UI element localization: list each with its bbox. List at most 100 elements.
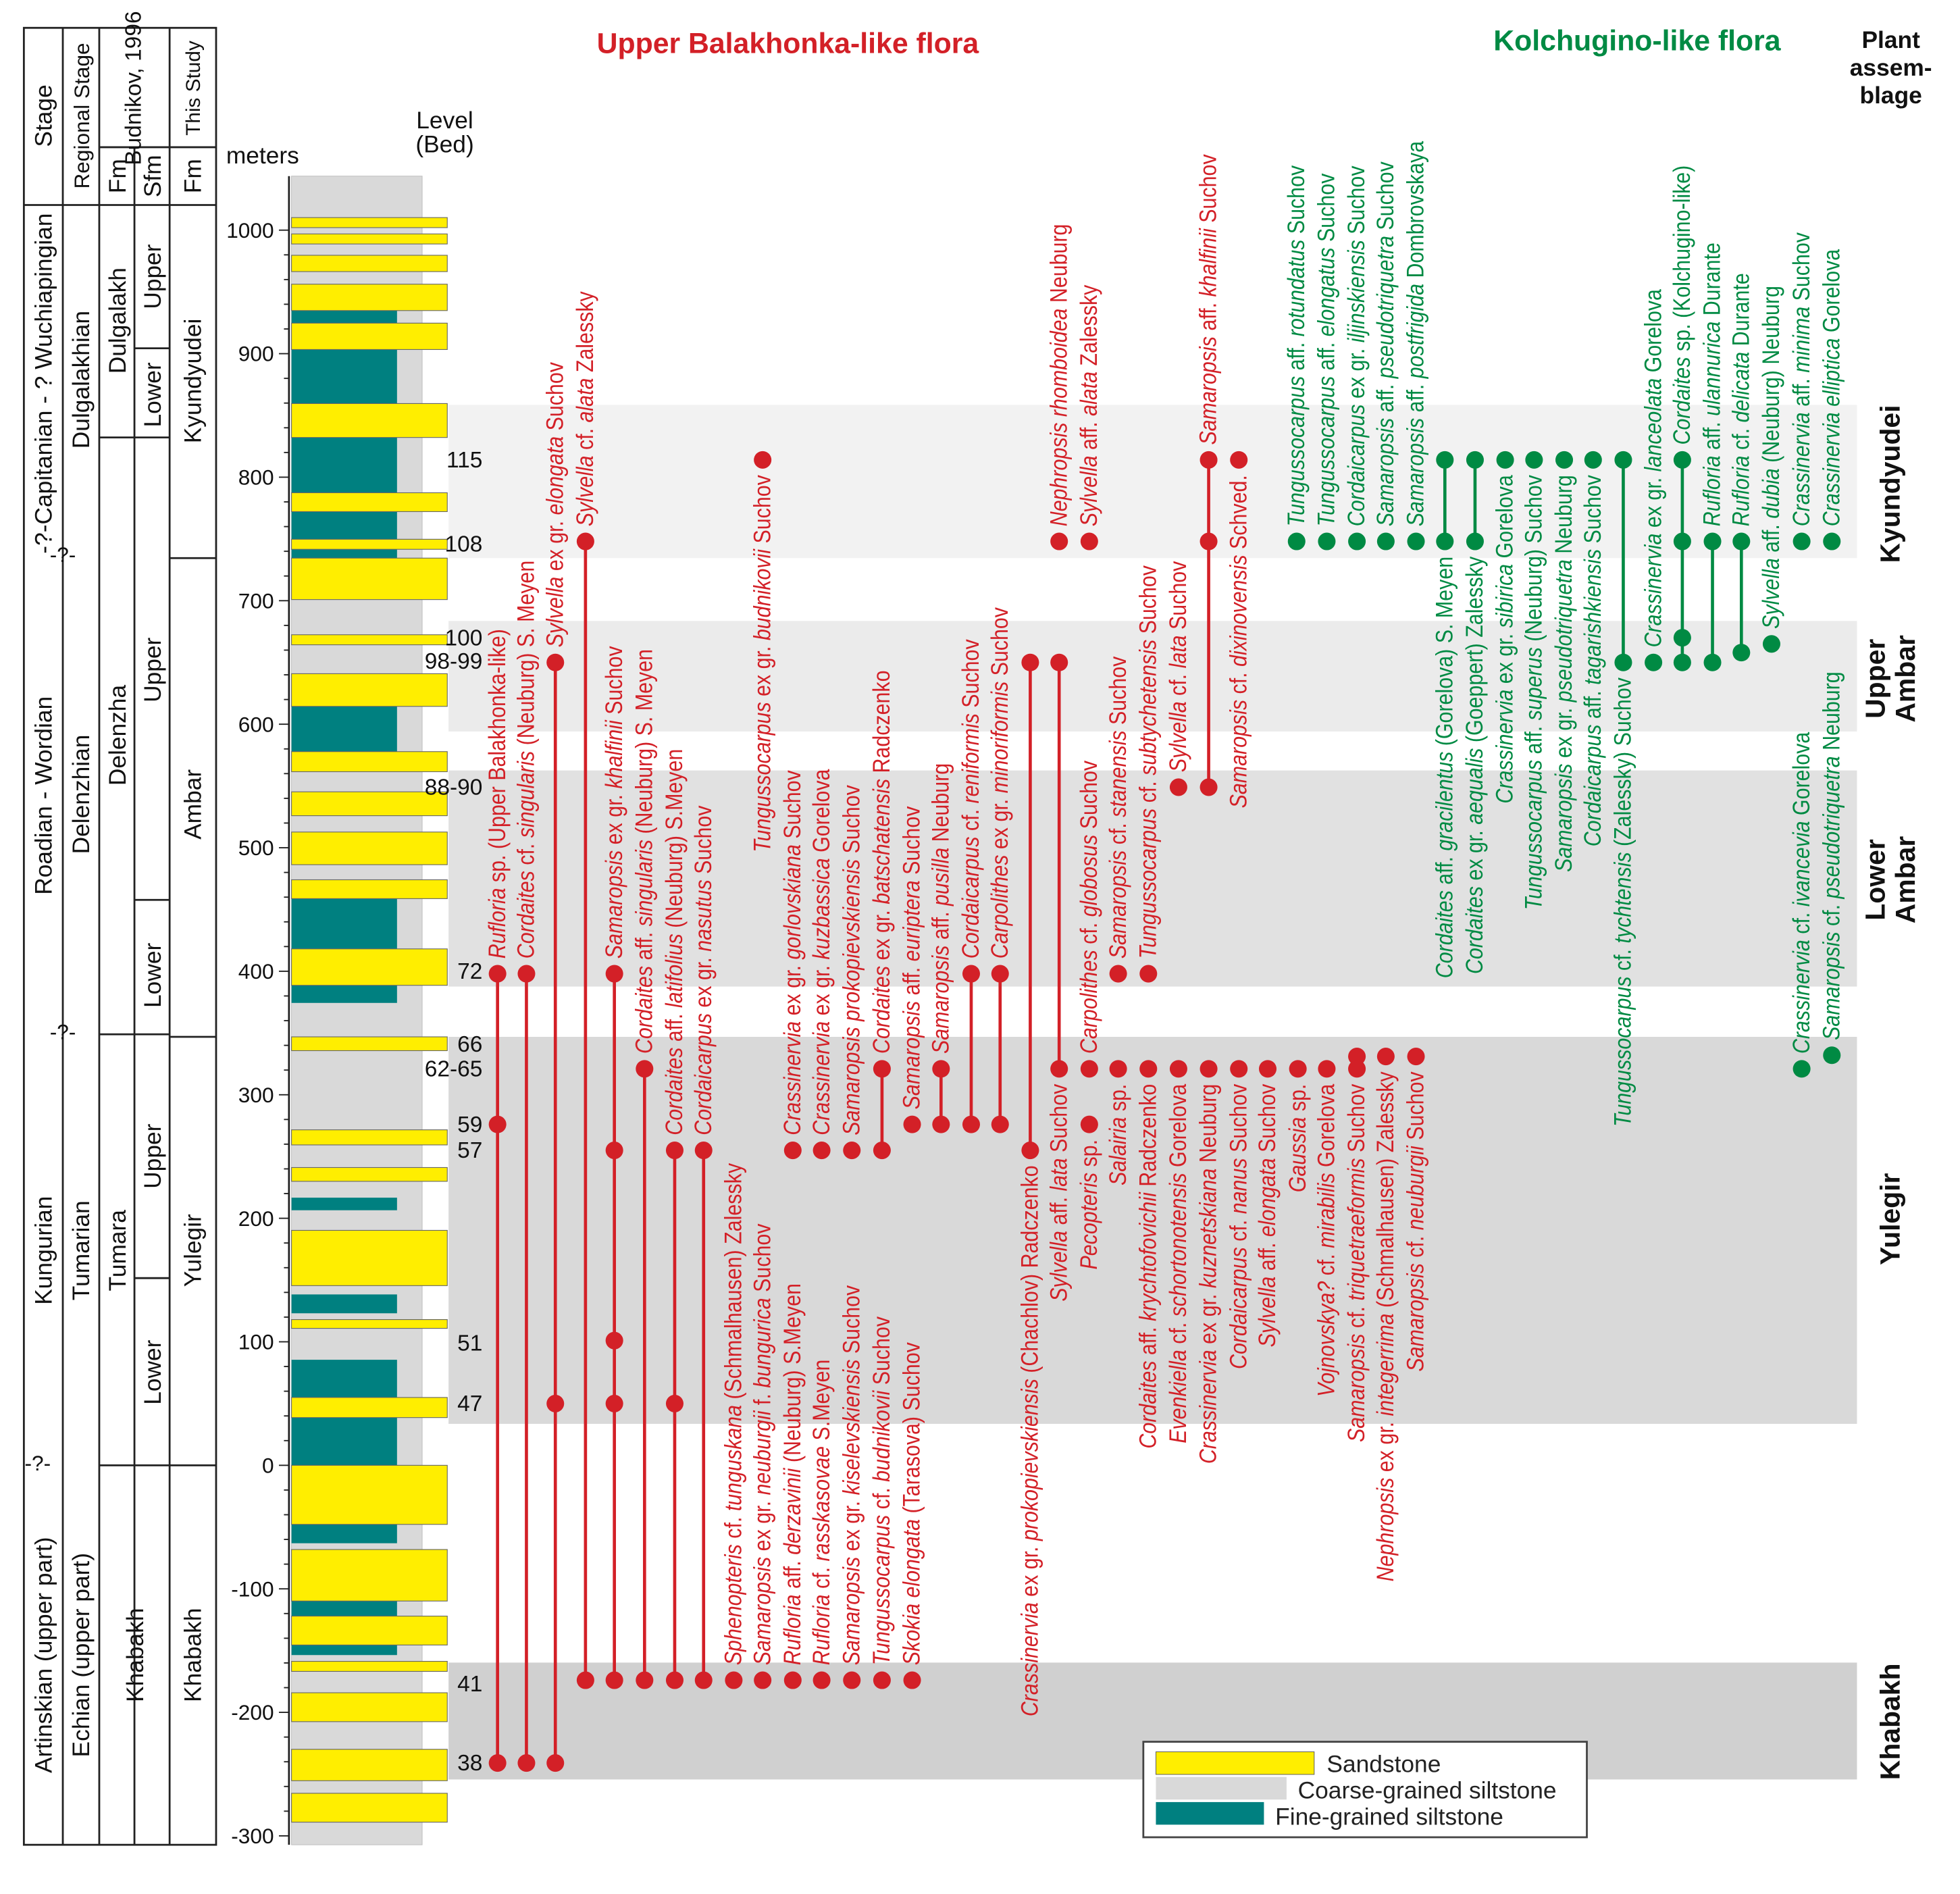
taxon-name: Crassinervia cf. ivancevia Gorelova (1788, 732, 1815, 1054)
assemblage-yulegir: Yulegir (1875, 1173, 1906, 1264)
occurrence-dot (517, 965, 536, 983)
depth-tick-label: 400 (238, 959, 274, 983)
sandstone-layer (291, 1549, 448, 1602)
occurrence-dot (1080, 1115, 1098, 1133)
occurrence-dot (754, 1671, 772, 1689)
taxon-upper-balakhonka: Cordaicarpus ex gr. nasutus Suchov (690, 805, 717, 1689)
taxon-kolchugino: Crassinervia ex gr. sibirica Gorelova (1491, 451, 1518, 804)
occurrence-dot (1436, 451, 1454, 469)
fm-dulgalakh: Dulgalakh (105, 267, 131, 374)
occurrence-dot (1021, 1142, 1039, 1160)
occurrence-dot (903, 1671, 921, 1689)
taxon-name: Samaropsis ex gr. kiselevskiensis Suchov (837, 1285, 865, 1665)
depth-tick-label: 600 (238, 712, 274, 736)
occurrence-dot (1703, 532, 1722, 551)
stage-artinskian: Artinskian (upper part) (30, 1537, 57, 1773)
sandstone-layer (291, 831, 448, 865)
taxon-upper-balakhonka: Evenkiella cf. schortonotensis Gorelova (1164, 1060, 1191, 1443)
sfm-upper: Upper (140, 1123, 166, 1188)
sandstone-layer (291, 634, 448, 646)
header-blage: blage (1860, 82, 1922, 109)
stage-roadian-wordian: Roadian - Wordian (30, 696, 57, 895)
taxon-name: Nephropsis ex gr. integerrima (Schmalhau… (1372, 1071, 1399, 1581)
sandstone-layer (291, 538, 448, 550)
occurrence-dot (1496, 451, 1514, 469)
fine-siltstone-layer (291, 1360, 397, 1398)
occurrence-dot (873, 1671, 891, 1689)
occurrence-dot (1139, 965, 1158, 983)
taxon-upper-balakhonka: Carpolithes cf. globosus Suchov (1075, 760, 1102, 1078)
occurrence-dot (783, 1671, 802, 1689)
occurrence-dot (1080, 532, 1098, 551)
occurrence-dot (1673, 653, 1691, 671)
taxon-name: Samaropsis cf. stanensis Suchov (1104, 656, 1131, 958)
plant-assemblage-header: Plant assem- blage (1850, 27, 1932, 109)
occurrence-dot (962, 965, 980, 983)
occurrence-dot (1407, 532, 1425, 551)
fine-siltstone-layer (291, 1198, 397, 1210)
fm-khabakh-this-study: Khabakh (180, 1608, 207, 1702)
occurrence-dot (605, 1142, 623, 1160)
occurrence-dot (1200, 451, 1218, 469)
taxon-upper-balakhonka: Sylvella aff. alata Zalessky (1075, 284, 1102, 551)
occurrence-dot (605, 1394, 623, 1412)
occurrence-dot (1080, 1060, 1098, 1078)
occurrence-dot (1348, 1048, 1366, 1066)
occurrence-dot (1793, 1060, 1811, 1078)
occurrence-dot (1703, 653, 1722, 671)
occurrence-dot (1555, 451, 1574, 469)
occurrence-dot (1614, 451, 1632, 469)
bed-label: 51 (457, 1331, 482, 1356)
assemblage-labels: Kyundyudei UpperAmbar LowerAmbar Yulegir… (1859, 405, 1921, 1780)
taxon-upper-balakhonka: Cordaites aff. singularis (Neuburg) S. M… (630, 649, 657, 1689)
taxon-upper-balakhonka: Rufloria sp. (Upper Balakhonka-like) (484, 629, 510, 1772)
taxon-name: Vojnovskya? cf. mirabilis Gorelova (1312, 1083, 1339, 1397)
occurrence-dot (1230, 451, 1248, 469)
taxon-upper-balakhonka: Vojnovskya? cf. mirabilis Gorelova (1312, 1060, 1339, 1397)
taxon-upper-balakhonka: Nephropsis ex gr. integerrima (Schmalhau… (1372, 1048, 1399, 1581)
bed-label: 100 (444, 625, 482, 650)
taxon-upper-balakhonka: Cordaites aff. krychtofovichii Radczenko (1134, 1060, 1161, 1449)
taxon-name: Cordaites ex gr. batschatensis Radczenko (868, 670, 895, 1054)
sfm-lower: Lower (140, 1339, 166, 1404)
occurrence-dot (813, 1142, 831, 1160)
occurrence-dot (1258, 1060, 1277, 1078)
taxon-kolchugino: Cordaites ex gr. aequalis (Goeppert) Zal… (1461, 451, 1488, 974)
bed-label: 98-99 (425, 649, 483, 674)
sandstone-layer (291, 233, 448, 245)
taxon-name: Sylvella ex gr. elongata Suchov (541, 362, 568, 648)
taxon-name: Evenkiella cf. schortonotensis Gorelova (1164, 1083, 1191, 1443)
meters-label: meters (226, 143, 299, 169)
fm-yulegir: Yulegir (180, 1214, 207, 1287)
taxon-kolchugino: Cordaicarpus aff. tagarishkiensis Suchov (1579, 451, 1605, 846)
fine-siltstone-layer (291, 511, 397, 540)
fine-siltstone-layer (291, 898, 397, 949)
occurrence-dot (1823, 532, 1841, 551)
occurrence-dot (1050, 532, 1068, 551)
taxon-name: Crassinervia ex gr. prokopievskiensis (C… (1016, 1165, 1043, 1716)
taxon-name: Crassinervia ex gr. gorlovskiana Suchov (779, 770, 806, 1135)
taxon-kolchugino: Tungussocarpus aff. elongatus Suchov (1312, 173, 1339, 551)
taxon-upper-balakhonka: Samaropsis cf. neuburgii Suchov (1402, 1048, 1428, 1372)
depth-tick-label: 0 (262, 1454, 274, 1478)
taxon-name: Gaussia sp. (1284, 1084, 1311, 1192)
occurrence-dot (517, 1754, 536, 1772)
bed-label: 62-65 (425, 1057, 483, 1082)
taxon-kolchugino: Crassinervia aff. minima Suchov (1788, 232, 1814, 551)
occurrence-dot (636, 1671, 654, 1689)
taxon-name: Cordaicarpus ex gr. nasutus Suchov (690, 805, 717, 1135)
taxon-ranges: Rufloria sp. (Upper Balakhonka-like) Cord… (484, 140, 1845, 1772)
occurrence-dot (1230, 1060, 1248, 1078)
regional-echian: Echian (upper part) (68, 1553, 95, 1757)
sfm-upper: Upper (140, 637, 166, 702)
occurrence-dot (694, 1671, 713, 1689)
occurrence-dot (1436, 532, 1454, 551)
taxon-upper-balakhonka: Crassinervia ex gr. kuzbassica Gorelova (808, 769, 834, 1160)
assemblage-band (448, 1037, 1857, 1424)
header-assem: assem- (1850, 55, 1932, 81)
assemblage-label-line: Ambar (1890, 635, 1921, 723)
assemblage-kyundyudei: Kyundyudei (1875, 405, 1906, 563)
bed-label: 88-90 (425, 775, 483, 800)
occurrence-dot (665, 1142, 684, 1160)
depth-tick-label: 300 (238, 1083, 274, 1107)
